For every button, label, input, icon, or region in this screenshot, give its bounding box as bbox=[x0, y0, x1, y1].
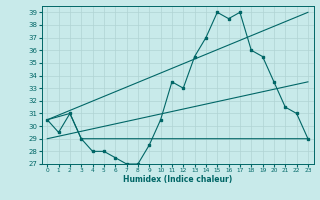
X-axis label: Humidex (Indice chaleur): Humidex (Indice chaleur) bbox=[123, 175, 232, 184]
